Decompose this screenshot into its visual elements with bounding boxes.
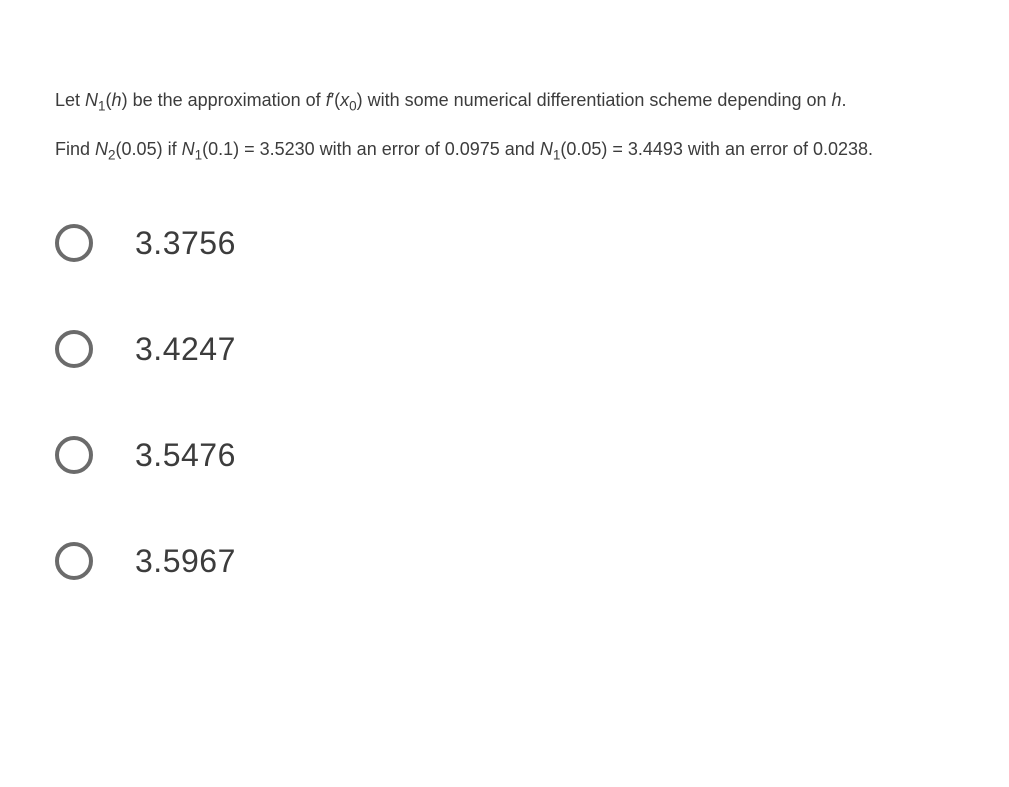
question-container: Let N1(h) be the approximation of f′(x0)… xyxy=(0,0,1009,688)
text: ) with some numerical differentiation sc… xyxy=(357,90,832,110)
subscript: 1 xyxy=(98,99,106,114)
option-label: 3.5476 xyxy=(135,437,236,474)
subscript: 1 xyxy=(195,147,203,162)
option-label: 3.4247 xyxy=(135,331,236,368)
option-3[interactable]: 3.5476 xyxy=(55,436,954,474)
options-list: 3.3756 3.4247 3.5476 3.5967 xyxy=(55,224,954,580)
var-h: h xyxy=(832,90,842,110)
text: Let xyxy=(55,90,85,110)
prime: ′( xyxy=(331,90,340,110)
text: (0.05) if xyxy=(116,139,182,159)
var-n: N xyxy=(540,139,553,159)
text: Find xyxy=(55,139,95,159)
var-h: h xyxy=(112,90,122,110)
var-n: N xyxy=(85,90,98,110)
subscript: 0 xyxy=(349,99,357,114)
question-line-2: Find N2(0.05) if N1(0.1) = 3.5230 with a… xyxy=(55,134,954,165)
text: . xyxy=(842,90,847,110)
radio-icon xyxy=(55,224,93,262)
radio-icon xyxy=(55,330,93,368)
option-label: 3.3756 xyxy=(135,225,236,262)
var-n: N xyxy=(95,139,108,159)
subscript: 2 xyxy=(108,147,116,162)
text: (0.1) = 3.5230 with an error of 0.0975 a… xyxy=(202,139,540,159)
text: (0.05) = 3.4493 with an error of 0.0238. xyxy=(560,139,873,159)
question-line-1: Let N1(h) be the approximation of f′(x0)… xyxy=(55,85,954,116)
text: be the approximation of xyxy=(128,90,326,110)
radio-icon xyxy=(55,436,93,474)
radio-icon xyxy=(55,542,93,580)
var-n: N xyxy=(182,139,195,159)
var-x: x xyxy=(340,90,349,110)
option-label: 3.5967 xyxy=(135,543,236,580)
option-1[interactable]: 3.3756 xyxy=(55,224,954,262)
question-text: Let N1(h) be the approximation of f′(x0)… xyxy=(55,85,954,164)
option-4[interactable]: 3.5967 xyxy=(55,542,954,580)
option-2[interactable]: 3.4247 xyxy=(55,330,954,368)
